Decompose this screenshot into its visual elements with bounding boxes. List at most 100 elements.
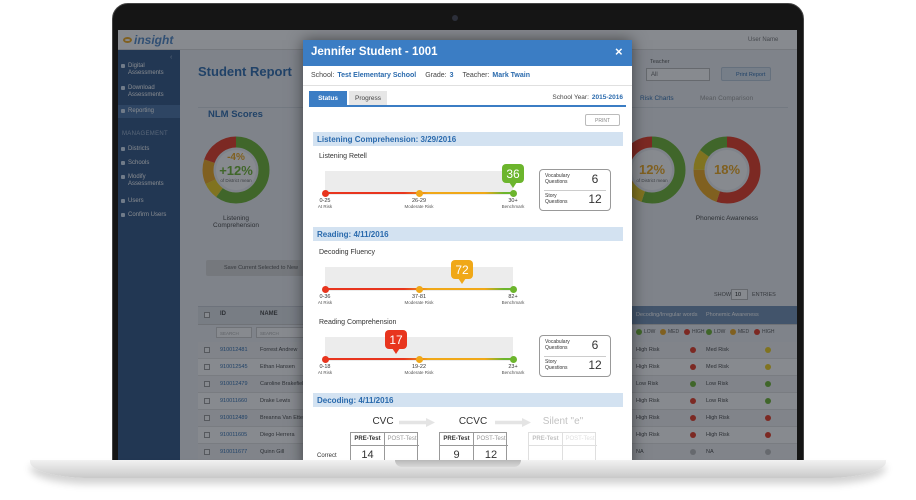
scale-dot bbox=[415, 285, 423, 293]
post-label: POST-Test bbox=[387, 436, 417, 442]
info-label: Grade: bbox=[425, 72, 447, 79]
band-label: Moderate Risk bbox=[404, 204, 434, 209]
band-range: 19-22 bbox=[411, 364, 427, 370]
table-divider bbox=[562, 433, 563, 460]
band-label: At Risk bbox=[317, 300, 333, 305]
band-label: At Risk bbox=[317, 204, 333, 209]
scale-dot bbox=[509, 355, 517, 363]
school-year: School Year: 2015-2016 bbox=[503, 94, 623, 101]
questions-divider bbox=[544, 356, 606, 357]
skill-arrow bbox=[495, 418, 531, 427]
tab-underline bbox=[309, 105, 626, 107]
skill-table: PRE-Test POST-Test 9 12 bbox=[439, 432, 508, 460]
post-score: 12 bbox=[484, 449, 498, 460]
pre-label: PRE-Test bbox=[532, 436, 559, 442]
skill-name: Silent "e" bbox=[542, 416, 584, 427]
skill-table: PRE-Test POST-Test bbox=[528, 432, 597, 460]
band-label: Benchmark bbox=[501, 370, 525, 375]
question-count: 12 bbox=[588, 358, 602, 372]
band-range: 26-29 bbox=[411, 198, 427, 204]
laptop-base bbox=[30, 460, 886, 478]
skill-name: CCVC bbox=[458, 416, 488, 427]
score-bubble: 72 bbox=[451, 260, 473, 279]
scale-dot bbox=[415, 189, 423, 197]
band-range: 37-81 bbox=[411, 294, 427, 300]
post-label: POST-Test bbox=[565, 436, 595, 442]
question-count: 12 bbox=[588, 192, 602, 206]
band-label: Moderate Risk bbox=[404, 300, 434, 305]
band-label: Moderate Risk bbox=[404, 370, 434, 375]
band-label: Benchmark bbox=[501, 300, 525, 305]
band-label: At Risk bbox=[317, 370, 333, 375]
info-value: Mark Twain bbox=[492, 72, 530, 79]
tab[interactable]: Progress bbox=[349, 91, 387, 105]
scale-dot bbox=[415, 355, 423, 363]
pre-label: PRE-Test bbox=[443, 436, 470, 442]
info-label: School: bbox=[311, 72, 335, 79]
pre-label: PRE-Test bbox=[354, 436, 381, 442]
year-value: 2015-2016 bbox=[591, 94, 623, 101]
question-label: Vocabulary Questions bbox=[545, 173, 570, 185]
student-modal: Jennifer Student - 1001 × School: Test Elem… bbox=[303, 40, 632, 460]
band-range: 23+ bbox=[508, 364, 518, 370]
measure-name: Decoding Fluency bbox=[319, 249, 376, 256]
skill-arrow bbox=[399, 418, 435, 427]
band-range: 0-25 bbox=[319, 198, 331, 204]
table-divider bbox=[351, 445, 419, 446]
pre-score: 14 bbox=[361, 449, 374, 460]
camera bbox=[452, 15, 458, 21]
score-pointer bbox=[392, 348, 400, 354]
skill-table: PRE-Test POST-Test 14 bbox=[350, 432, 419, 460]
questions-box: Vocabulary Questions 6 Story Questions 12 bbox=[539, 169, 611, 211]
questions-divider bbox=[544, 190, 606, 191]
band-range: 82+ bbox=[508, 294, 518, 300]
laptop-notch bbox=[395, 460, 521, 467]
print-button[interactable]: PRINT bbox=[585, 114, 620, 126]
section-title: Listening Comprehension: 3/29/2016 bbox=[317, 135, 457, 144]
row-label: Correct bbox=[317, 453, 337, 459]
close-button[interactable]: × bbox=[615, 44, 623, 59]
measure-name: Reading Comprehension bbox=[319, 319, 397, 326]
band-label: Benchmark bbox=[501, 204, 525, 209]
student-info: School: Test Elementary School Grade: 3 Teac… bbox=[311, 72, 536, 79]
scale-dot bbox=[321, 189, 329, 197]
info-value: Test Elementary School bbox=[337, 72, 417, 79]
table-divider bbox=[529, 445, 597, 446]
table-divider bbox=[384, 433, 385, 460]
info-label: Teacher: bbox=[462, 72, 490, 79]
question-count: 6 bbox=[591, 338, 599, 352]
scale-dot bbox=[321, 285, 329, 293]
question-count: 6 bbox=[591, 172, 599, 186]
section-header bbox=[313, 393, 623, 407]
score-pointer bbox=[509, 182, 517, 188]
score-bubble: 17 bbox=[385, 330, 407, 349]
scale-dot bbox=[321, 355, 329, 363]
scale-dot bbox=[509, 189, 517, 197]
table-divider bbox=[440, 445, 508, 446]
post-label: POST-Test bbox=[476, 436, 506, 442]
question-label: Story Questions bbox=[545, 193, 568, 205]
section-header bbox=[313, 227, 623, 241]
tab[interactable]: Status bbox=[309, 91, 347, 105]
modal-header bbox=[303, 40, 632, 66]
band-range: 30+ bbox=[508, 198, 518, 204]
year-label: School Year: bbox=[552, 94, 589, 101]
skill-name: CVC bbox=[372, 416, 394, 427]
info-value: 3 bbox=[449, 72, 454, 79]
section-header bbox=[313, 132, 623, 146]
scale-dot bbox=[509, 285, 517, 293]
table-divider bbox=[473, 433, 474, 460]
score-pointer bbox=[458, 278, 466, 284]
question-label: Vocabulary Questions bbox=[545, 339, 570, 351]
question-label: Story Questions bbox=[545, 359, 568, 371]
score-bubble: 36 bbox=[502, 164, 524, 183]
section-title: Reading: 4/11/2016 bbox=[317, 230, 389, 239]
pre-score: 9 bbox=[453, 449, 460, 460]
info-divider bbox=[303, 85, 632, 86]
screen: insightUser Name‹Digital AssessmentsDown… bbox=[118, 30, 797, 460]
measure-name: Listening Retell bbox=[319, 153, 367, 160]
section-title: Decoding: 4/11/2016 bbox=[317, 396, 394, 405]
band-range: 0-36 bbox=[319, 294, 331, 300]
questions-box: Vocabulary Questions 6 Story Questions 12 bbox=[539, 335, 611, 377]
